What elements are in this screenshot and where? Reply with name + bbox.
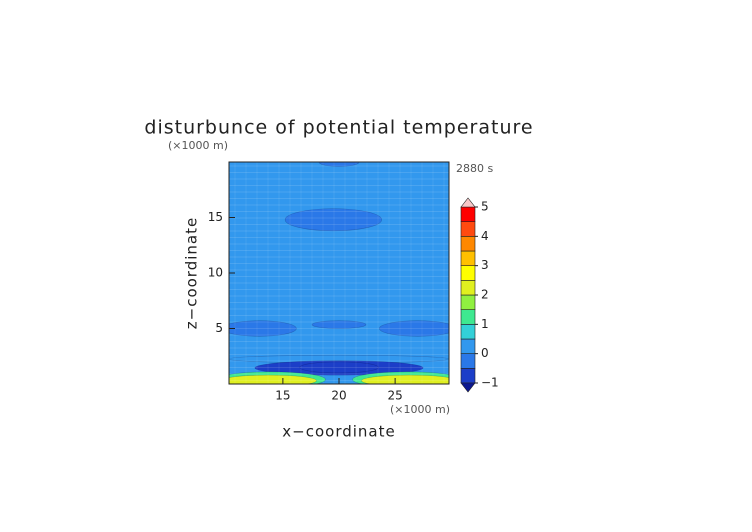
time-label: 2880 s xyxy=(456,162,493,175)
x-tick-label: 15 xyxy=(275,389,290,403)
background-field xyxy=(229,162,449,384)
colorbar-band xyxy=(460,353,476,369)
colorbar-tick-label: 5 xyxy=(481,200,489,214)
x-axis-label: x−coordinate xyxy=(282,423,395,441)
colorbar-tick-label: −1 xyxy=(481,376,499,390)
chart-title: disturbunce of potential temperature xyxy=(144,117,533,139)
x-tick-label: 20 xyxy=(331,389,346,403)
colorbar-tick-label: 1 xyxy=(481,317,489,331)
colorbar-tick-label: 3 xyxy=(481,258,489,272)
x-tick-label: 25 xyxy=(387,389,402,403)
y-axis-label: z−coordinate xyxy=(183,217,201,329)
contour-field xyxy=(229,162,449,384)
overlay: 15 20 25 5 10 15 −1 0 1 2 3 4 5 xyxy=(208,161,499,403)
contour-region xyxy=(318,162,360,167)
colorbar-band xyxy=(460,221,476,237)
colorbar-band xyxy=(460,368,476,384)
colorbar-tick-label: 0 xyxy=(481,346,489,360)
colorbar-band xyxy=(460,294,476,310)
colorbar-band xyxy=(460,280,476,296)
y-unit: (×1000 m) xyxy=(168,139,228,152)
y-tick-label: 5 xyxy=(215,321,223,335)
y-tick-label: 10 xyxy=(208,266,223,280)
contour-region xyxy=(379,320,449,337)
contour-region xyxy=(311,320,367,329)
y-tick-label: 15 xyxy=(208,210,223,224)
contour-region xyxy=(229,320,297,337)
colorbar-tick-label: 4 xyxy=(481,229,489,243)
contour-region xyxy=(284,208,382,232)
contour-region xyxy=(299,361,379,374)
x-unit: (×1000 m) xyxy=(390,403,450,416)
contour-region xyxy=(361,374,449,384)
colorbar-tick-label: 2 xyxy=(481,288,489,302)
contour-region xyxy=(229,374,317,384)
colorbar-band xyxy=(460,265,476,281)
colorbar-band xyxy=(460,338,476,354)
colorbar-band xyxy=(460,206,476,222)
colorbar-under xyxy=(460,382,476,393)
colorbar-band xyxy=(460,236,476,252)
colorbar-over xyxy=(460,197,476,208)
colorbar-band xyxy=(460,324,476,340)
colorbar-band xyxy=(460,250,476,266)
colorbar-band xyxy=(460,309,476,325)
